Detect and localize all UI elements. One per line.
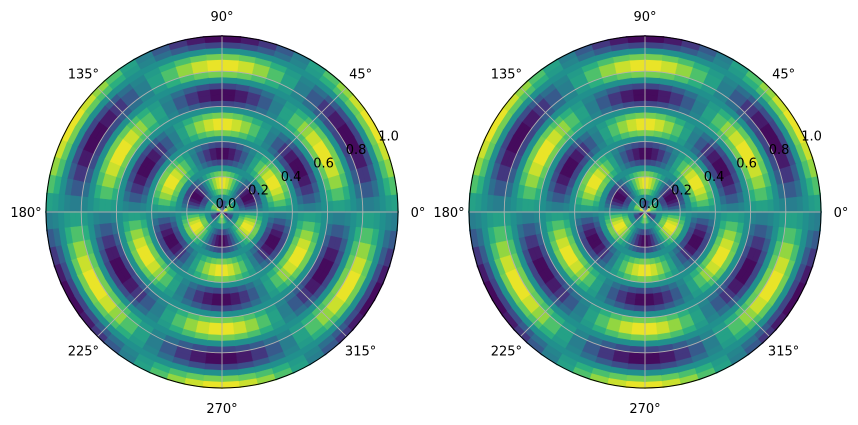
theta-tick-label: 135° <box>491 67 522 82</box>
theta-tick-label: 135° <box>68 67 99 82</box>
theta-tick-label: 315° <box>345 345 376 360</box>
theta-tick-label: 180° <box>433 206 464 221</box>
angular-grid-line <box>97 211 223 337</box>
r-tick-label: 0.6 <box>736 157 757 172</box>
r-tick-label: 0.6 <box>313 157 334 172</box>
theta-tick-label: 315° <box>768 345 799 360</box>
theta-tick-label: 0° <box>834 206 849 221</box>
polar-grid <box>469 36 821 388</box>
angular-grid-line <box>520 211 646 337</box>
heatmap-cells <box>45 35 399 389</box>
polar-plot-left: 0° 45° 90° 135° 180° 225° 270° 315° 0.0 0.2 0.4 0.6… <box>10 10 425 417</box>
theta-tick-label: 45° <box>772 67 795 82</box>
angular-grid-line <box>644 87 770 213</box>
polar-plot-right: 0° 45° 90° 135° 180° 225° 270° 315° 0.0 0.2 0.4 0.6… <box>433 10 848 417</box>
polar-spine <box>468 35 822 389</box>
r-tick-labels: 0.0 0.2 0.4 0.6 0.8 1.0 <box>639 130 822 212</box>
r-tick-label: 1.0 <box>378 130 399 145</box>
angular-grid-line <box>97 87 223 213</box>
r-tick-label: 0.0 <box>639 197 660 212</box>
theta-tick-label: 225° <box>491 345 522 360</box>
r-tick-label: 0.8 <box>346 143 367 158</box>
angular-grid-line <box>644 211 770 337</box>
r-tick-label: 1.0 <box>801 130 822 145</box>
polar-grid <box>46 36 398 388</box>
theta-tick-label: 180° <box>10 206 41 221</box>
heatmap-cells <box>468 35 822 389</box>
r-tick-labels: 0.0 0.2 0.4 0.6 0.8 1.0 <box>216 130 399 212</box>
theta-tick-labels: 0° 45° 90° 135° 180° 225° 270° 315° <box>10 10 425 417</box>
r-tick-label: 0.0 <box>216 197 237 212</box>
r-tick-label: 0.4 <box>281 170 302 185</box>
r-tick-label: 0.2 <box>671 184 692 199</box>
heatmap-cell <box>813 211 822 232</box>
heatmap-cell <box>390 211 399 232</box>
theta-tick-label: 270° <box>206 402 237 417</box>
theta-tick-labels: 0° 45° 90° 135° 180° 225° 270° 315° <box>433 10 848 417</box>
angular-grid-line <box>221 211 347 337</box>
theta-tick-label: 270° <box>629 402 660 417</box>
polar-spine <box>45 35 399 389</box>
angular-grid-line <box>221 87 347 213</box>
theta-tick-label: 0° <box>411 206 426 221</box>
r-tick-label: 0.8 <box>769 143 790 158</box>
angular-grid-line <box>520 87 646 213</box>
theta-tick-label: 90° <box>210 10 233 25</box>
theta-tick-label: 225° <box>68 345 99 360</box>
r-tick-label: 0.2 <box>248 184 269 199</box>
theta-tick-label: 45° <box>349 67 372 82</box>
r-tick-label: 0.4 <box>704 170 725 185</box>
theta-tick-label: 90° <box>633 10 656 25</box>
